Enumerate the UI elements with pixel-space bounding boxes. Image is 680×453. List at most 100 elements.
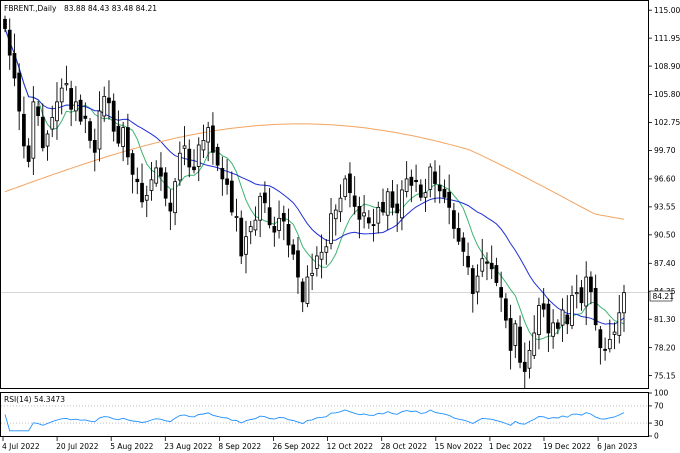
candle-body-down <box>546 303 551 334</box>
candle <box>12 33 17 87</box>
candle <box>574 274 579 309</box>
price-tick-label: 102.75 <box>654 118 680 127</box>
candle <box>305 265 310 308</box>
candle-body-up <box>612 331 617 335</box>
price-tick-label: 81.30 <box>654 315 676 324</box>
candle-body-up <box>560 309 565 326</box>
chart-header-symbol: FBRENT.,Daily <box>4 4 57 13</box>
candle-body-down <box>140 182 144 203</box>
date-tick-label: 23 Aug 2022 <box>164 442 212 451</box>
candle <box>437 165 442 204</box>
candle <box>88 118 92 149</box>
candle-body-down <box>489 262 494 270</box>
candle-body-up <box>400 189 404 219</box>
candle <box>78 94 83 125</box>
candle-body-down <box>466 255 470 268</box>
candle <box>414 164 418 192</box>
date-tick-label: 8 Sep 2022 <box>218 442 261 451</box>
candle <box>447 174 452 225</box>
candle-body-down <box>88 121 92 141</box>
candle-body-up <box>74 101 78 112</box>
candle <box>177 141 182 186</box>
candle <box>220 156 225 196</box>
candle-body-down <box>442 188 447 198</box>
candle-body-up <box>248 226 253 233</box>
candle-body-up <box>475 275 480 293</box>
candle <box>135 167 140 195</box>
candle <box>452 202 456 239</box>
candle <box>508 304 513 370</box>
rsi-panel <box>0 392 649 437</box>
candle-body-down <box>92 139 97 153</box>
price-tick-label: 108.90 <box>654 62 680 71</box>
candle <box>565 295 570 335</box>
price-tick-label: 90.50 <box>654 231 676 240</box>
candle-body-down <box>159 167 163 177</box>
candle-body-down <box>518 326 522 363</box>
candle <box>352 176 357 215</box>
candle-body-down <box>168 202 173 212</box>
candle-body-down <box>470 268 475 294</box>
candle-body-up <box>258 195 263 221</box>
candle-body-down <box>504 298 508 321</box>
candle <box>201 124 206 159</box>
candle <box>366 210 371 229</box>
candle <box>480 238 485 278</box>
price-tick-label: 75.15 <box>654 371 676 380</box>
candle <box>329 197 333 250</box>
candle <box>546 298 551 353</box>
candle <box>603 337 607 361</box>
candle-body-up <box>584 276 589 307</box>
candle <box>433 160 437 203</box>
moving-averages <box>4 28 625 341</box>
candle <box>211 112 215 165</box>
candle <box>607 319 612 353</box>
candle-body-down <box>22 113 26 147</box>
candle-body-up <box>277 217 281 231</box>
candle-body-down <box>541 303 546 310</box>
candle <box>97 91 102 162</box>
candle-body-down <box>225 178 229 185</box>
candle <box>612 322 617 350</box>
candle <box>617 295 622 344</box>
candle <box>475 264 480 305</box>
candle <box>281 205 286 241</box>
candle-body-down <box>83 115 88 119</box>
candle-body-up <box>574 292 579 295</box>
candle-body-down <box>381 201 385 213</box>
candle <box>17 63 22 131</box>
candle-body-down <box>192 166 196 171</box>
candle-body-down <box>78 99 83 122</box>
candle-body-down <box>135 178 140 183</box>
candle-body-down <box>130 153 135 175</box>
candle-body-down <box>452 210 456 229</box>
price-tick-label: 111.95 <box>654 34 680 43</box>
candle <box>253 206 258 236</box>
candle-body-up <box>551 322 555 337</box>
candle-body-down <box>366 217 371 224</box>
candle-body-down <box>371 224 376 226</box>
candle-body-down <box>267 207 272 226</box>
candle-body-down <box>239 217 244 257</box>
candle <box>418 179 423 201</box>
candle <box>622 284 626 332</box>
candle <box>532 315 537 360</box>
candle-body-up <box>338 197 343 213</box>
chart-header-ohlc: 83.88 84.43 83.48 84.21 <box>64 4 157 13</box>
candle <box>589 271 593 305</box>
candle <box>395 184 400 232</box>
candle-body-down <box>494 265 499 283</box>
candle-body-down <box>508 318 513 351</box>
candle <box>466 242 470 276</box>
candle-body-down <box>263 192 267 204</box>
candle <box>40 103 45 152</box>
date-tick-label: 28 Oct 2022 <box>381 442 428 451</box>
candle <box>173 177 177 226</box>
candle <box>499 271 504 312</box>
candle <box>248 220 253 245</box>
candle <box>494 257 499 287</box>
candle <box>140 163 144 208</box>
candle-body-down <box>456 228 461 242</box>
candle <box>229 171 234 216</box>
rsi-line <box>4 409 625 432</box>
